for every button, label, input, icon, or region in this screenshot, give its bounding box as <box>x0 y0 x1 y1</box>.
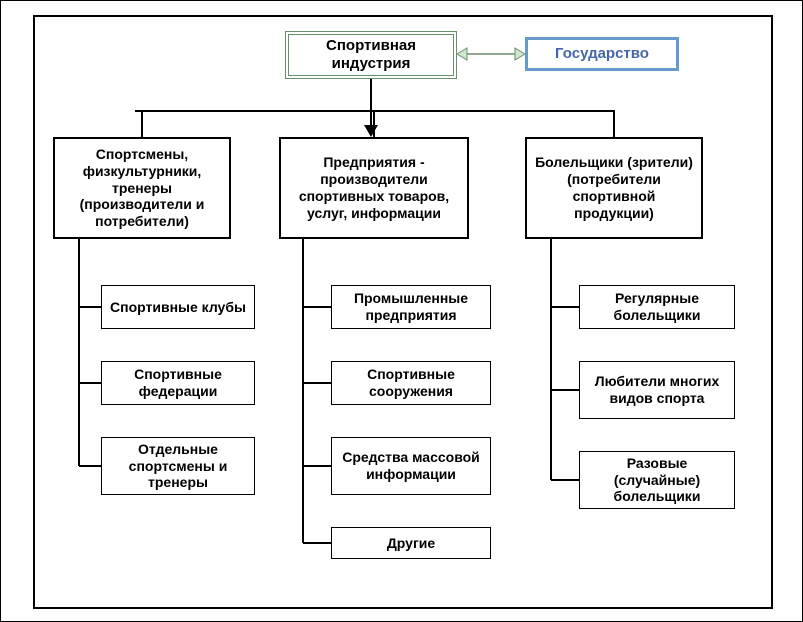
outer-frame: Спортивная индустрия Государство Спортсмен… <box>0 0 803 622</box>
leaf-athletes-1: Спортивные федерации <box>101 361 255 405</box>
leaf-fans-2: Разовые (случайные) болельщики <box>579 451 735 509</box>
leaf-fans-1: Любители многих видов спорта <box>579 361 735 419</box>
category-fans: Болельщики (зрители) (потребители спорти… <box>525 137 703 239</box>
leaf-athletes-2: Отдельные спортсмены и тренеры <box>101 437 255 495</box>
leaf-enterprises-1: Спортивные сооружения <box>331 361 491 405</box>
side-node-government: Государство <box>525 37 679 71</box>
root-node: Спортивная индустрия <box>285 31 457 79</box>
leaf-enterprises-2: Средства массовой информации <box>331 437 491 495</box>
leaf-enterprises-0: Промышленные предприятия <box>331 285 491 329</box>
leaf-enterprises-3: Другие <box>331 527 491 559</box>
diagram-canvas: Спортивная индустрия Государство Спортсмен… <box>33 15 773 609</box>
leaf-athletes-0: Спортивные клубы <box>101 285 255 329</box>
category-athletes: Спортсмены, физкультурники, тренеры (про… <box>53 137 231 239</box>
category-enterprises: Предприятия - производители спортивных т… <box>279 137 469 239</box>
leaf-fans-0: Регулярные болельщики <box>579 285 735 329</box>
